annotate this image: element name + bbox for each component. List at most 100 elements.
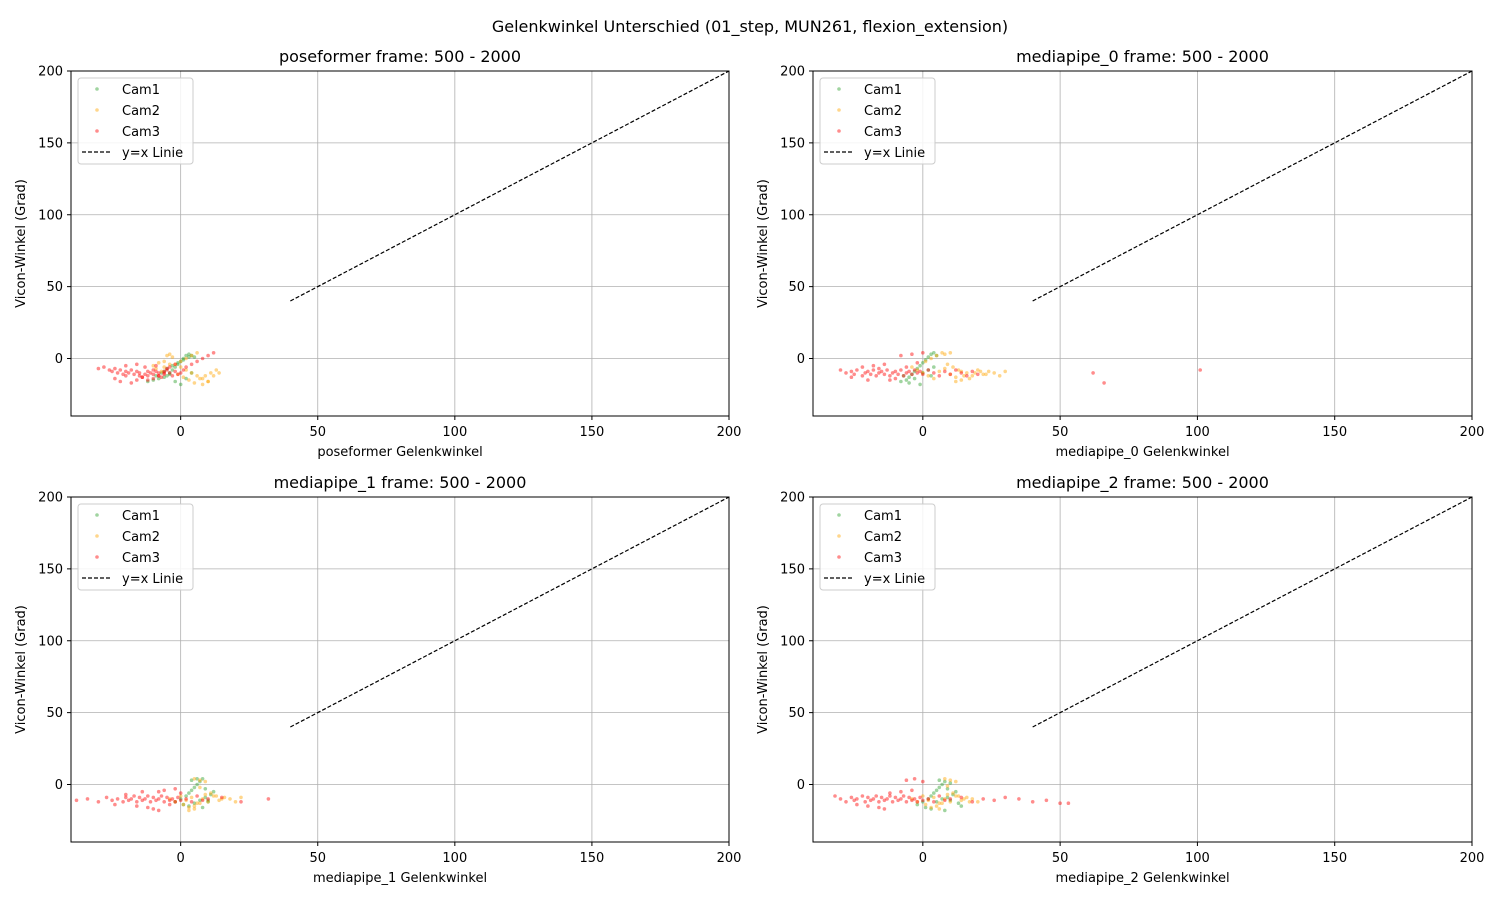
data-point <box>915 361 920 365</box>
subplot-3: 0 50 100 150 200 0 50 100 150 200 mediapipe_1 fram… <box>14 473 741 886</box>
data-point <box>220 797 224 801</box>
data-point <box>959 369 964 374</box>
data-point <box>162 371 166 375</box>
data-point <box>156 797 161 801</box>
data-point <box>195 801 199 805</box>
data-point <box>173 787 177 791</box>
legend-label: Cam3 <box>122 551 160 566</box>
data-point <box>198 778 202 782</box>
data-point <box>211 351 216 355</box>
data-point <box>962 797 966 801</box>
data-point <box>885 797 889 801</box>
legend-box <box>77 77 194 165</box>
y-tick-label: 100 <box>38 208 63 223</box>
data-point <box>170 355 175 359</box>
y-tick-label: 100 <box>780 208 805 223</box>
data-point <box>167 352 172 357</box>
data-point <box>173 800 177 804</box>
y-tick-label: 200 <box>38 65 63 80</box>
data-point <box>173 362 177 367</box>
series-cam1 <box>173 777 216 810</box>
data-point <box>943 777 947 781</box>
series-cam2 <box>910 351 1007 384</box>
data-point <box>151 376 156 381</box>
data-point <box>195 351 199 355</box>
data-point <box>154 374 158 378</box>
data-point <box>926 368 931 372</box>
data-point <box>192 807 197 811</box>
axes-frame <box>70 496 730 843</box>
data-point <box>912 376 917 381</box>
data-point <box>170 797 175 801</box>
data-point <box>937 794 942 798</box>
data-point <box>233 800 238 804</box>
legend: Cam1 Cam2 Cam3 y=x Linie <box>819 503 936 591</box>
data-point <box>940 782 944 787</box>
data-point <box>239 795 243 800</box>
data-point <box>176 372 180 377</box>
data-point <box>178 798 183 803</box>
data-point <box>189 371 194 375</box>
reference-line-yx <box>290 496 730 728</box>
data-point <box>849 369 854 374</box>
legend-label: Cam1 <box>122 509 160 524</box>
data-point <box>167 362 172 367</box>
data-point <box>904 365 909 369</box>
data-point <box>110 369 114 374</box>
data-point <box>888 794 892 798</box>
data-point <box>167 371 172 375</box>
series-cam1 <box>915 778 964 813</box>
data-point <box>181 356 186 361</box>
data-point <box>929 794 933 798</box>
data-point <box>904 800 909 804</box>
data-point <box>852 372 856 377</box>
data-point <box>176 362 180 367</box>
data-point <box>866 369 870 374</box>
legend-label: Cam2 <box>864 530 902 545</box>
data-point <box>107 368 112 372</box>
axes-frame <box>812 496 1473 843</box>
data-point <box>135 378 139 382</box>
x-axis-label: mediapipe_2 Gelenkwinkel <box>1055 871 1229 886</box>
data-point <box>154 369 158 374</box>
series-cam2 <box>167 777 243 813</box>
data-point <box>954 375 958 380</box>
data-point <box>954 379 958 384</box>
data-point <box>852 798 856 803</box>
data-point <box>195 794 199 798</box>
data-point <box>184 356 188 361</box>
data-point <box>929 356 933 361</box>
data-point <box>940 351 944 355</box>
data-point <box>156 361 161 365</box>
data-point <box>879 369 884 374</box>
data-point <box>929 807 933 811</box>
data-point <box>176 795 180 800</box>
data-point <box>176 372 180 377</box>
data-point <box>156 789 161 794</box>
data-point <box>165 366 169 371</box>
data-point <box>137 371 142 375</box>
data-point <box>124 363 128 368</box>
data-point <box>882 798 887 803</box>
data-point <box>162 788 166 793</box>
data-point <box>187 355 191 359</box>
data-point <box>921 800 925 804</box>
legend-marker-cam1 <box>837 87 841 91</box>
data-point <box>907 381 911 385</box>
legend-marker-cam2 <box>837 534 841 538</box>
data-point <box>954 779 958 784</box>
data-point <box>151 795 156 800</box>
data-point <box>110 798 114 803</box>
data-point <box>937 801 942 805</box>
legend-label: Cam3 <box>864 551 902 566</box>
data-point <box>104 795 109 800</box>
y-tick-label: 50 <box>788 706 805 721</box>
data-point <box>121 800 125 804</box>
data-point <box>899 379 903 384</box>
data-point <box>192 777 197 781</box>
data-point <box>948 372 953 377</box>
reference-line-yx <box>290 70 730 302</box>
x-tick-label: 150 <box>580 851 605 866</box>
data-point <box>198 785 202 790</box>
